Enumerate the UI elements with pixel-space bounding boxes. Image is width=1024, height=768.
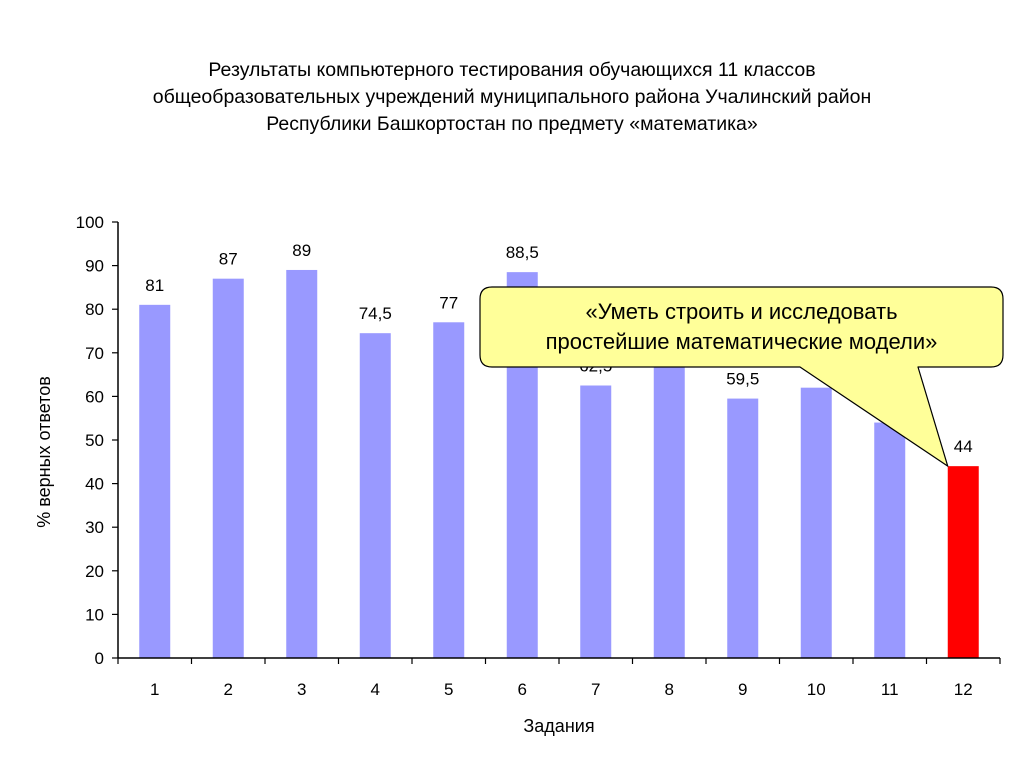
callout-line-1: «Уметь строить и исследовать: [585, 299, 898, 324]
bar-task-11: [874, 422, 906, 658]
x-tick-label-8: 8: [665, 680, 674, 699]
data-label-task-4: 74,5: [359, 304, 392, 323]
bar-task-7: [580, 385, 612, 658]
bar-task-2: [212, 278, 244, 658]
y-tick-label-10: 10: [85, 605, 104, 624]
y-tick-label-30: 30: [85, 518, 104, 537]
y-tick-label-70: 70: [85, 344, 104, 363]
bars-layer: [139, 269, 979, 658]
callout-line-2: простейшие математические модели»: [545, 329, 938, 354]
chart-title-line-2: общеобразовательных учреждений муниципал…: [152, 86, 872, 108]
data-label-task-9: 59,5: [726, 370, 759, 389]
x-tick-label-10: 10: [807, 680, 826, 699]
chart-title: Результаты компьютерного тестирования об…: [0, 57, 1024, 138]
bar-task-3: [286, 269, 318, 658]
bar-task-12: [947, 466, 979, 658]
data-label-task-1: 81: [145, 276, 164, 295]
bar-task-8: [653, 365, 685, 658]
x-tick-label-1: 1: [150, 680, 159, 699]
callout-text: «Уметь строить и исследовать простейшие …: [480, 287, 1003, 367]
y-axis-title: % верных ответов: [34, 376, 54, 528]
data-label-task-2: 87: [219, 250, 238, 269]
bar-task-5: [433, 322, 465, 658]
bar-task-9: [727, 398, 759, 658]
data-label-task-3: 89: [292, 241, 311, 260]
y-tick-label-0: 0: [95, 649, 104, 668]
x-tick-label-9: 9: [738, 680, 747, 699]
y-tick-label-60: 60: [85, 387, 104, 406]
chart-title-line-1: Результаты компьютерного тестирования об…: [208, 59, 816, 81]
bar-task-4: [359, 333, 391, 658]
x-tick-label-5: 5: [444, 680, 453, 699]
y-tick-label-40: 40: [85, 475, 104, 494]
x-tick-label-6: 6: [518, 680, 527, 699]
x-tick-label-7: 7: [591, 680, 600, 699]
chart-title-line-3: Республики Башкортостан по предмету «мат…: [266, 113, 758, 135]
data-label-task-12: 44: [954, 437, 973, 456]
x-tick-label-4: 4: [371, 680, 380, 699]
y-tick-label-100: 100: [76, 213, 104, 232]
y-tick-label-20: 20: [85, 562, 104, 581]
x-axis-title: Задания: [523, 716, 594, 736]
bar-task-10: [800, 387, 832, 658]
bar-task-1: [139, 304, 171, 658]
x-tick-label-3: 3: [297, 680, 306, 699]
data-label-task-6: 88,5: [506, 243, 539, 262]
y-tick-label-50: 50: [85, 431, 104, 450]
x-tick-label-2: 2: [224, 680, 233, 699]
x-tick-label-12: 12: [954, 680, 973, 699]
callout-shape: [479, 286, 1004, 467]
data-label-task-5: 77: [439, 293, 458, 312]
y-tick-label-80: 80: [85, 300, 104, 319]
x-tick-label-11: 11: [881, 680, 899, 699]
y-tick-label-90: 90: [85, 257, 104, 276]
